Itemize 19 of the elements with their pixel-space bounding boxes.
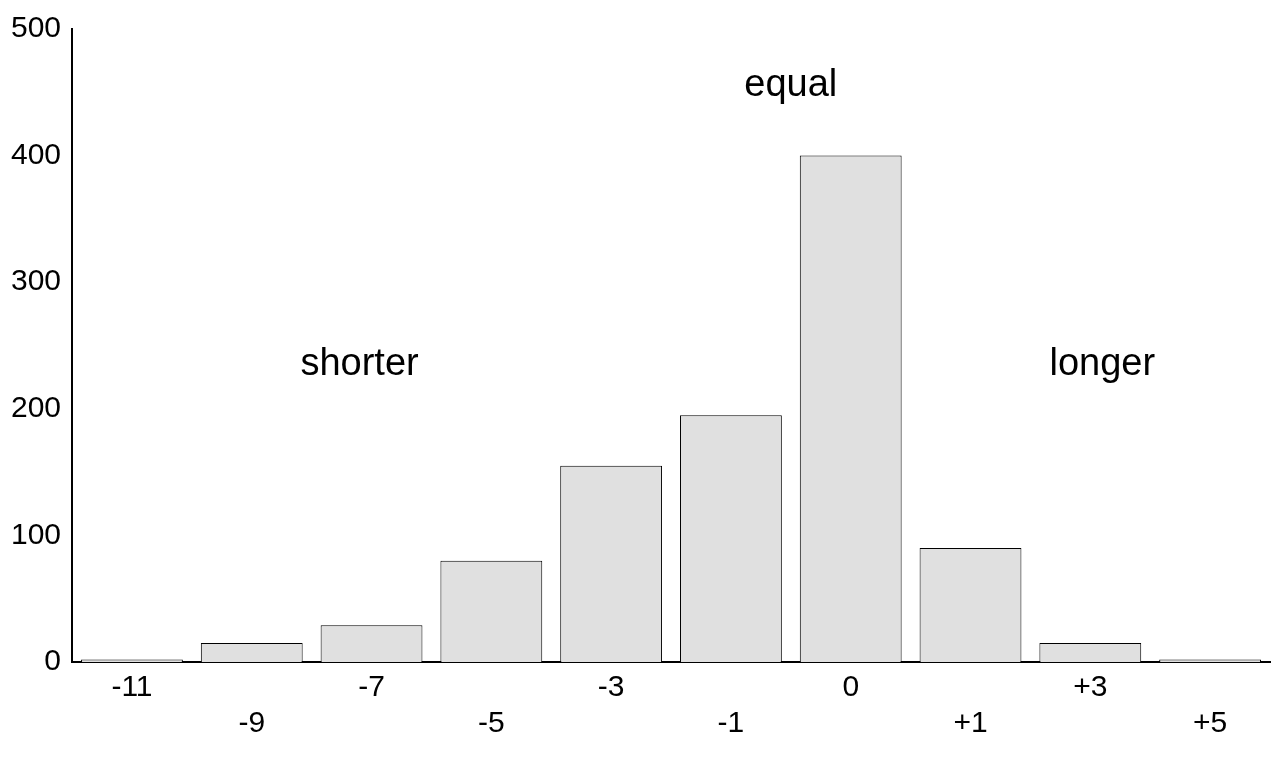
y-tick-label: 500 (10, 10, 62, 44)
x-tick-label: +5 (1192, 705, 1228, 739)
y-tick-label: 100 (10, 516, 62, 550)
y-tick-label: 400 (10, 136, 62, 170)
y-tick-label: 300 (10, 263, 62, 297)
x-tick-label: -9 (238, 705, 266, 739)
annotation: equal (744, 62, 838, 105)
x-tick-label: -7 (358, 669, 385, 703)
x-tick-label: -3 (597, 669, 625, 703)
x-tick-label: 0 (842, 669, 860, 703)
x-tick-label: +1 (953, 705, 988, 739)
x-tick-label: +3 (1073, 669, 1108, 703)
x-tick-label: -5 (477, 705, 505, 739)
y-tick-label: 200 (10, 390, 62, 424)
annotation: shorter (300, 340, 420, 383)
x-tick-label: -1 (717, 705, 745, 739)
y-tick-label: 0 (44, 643, 62, 677)
annotation: longer (1049, 340, 1156, 383)
x-tick-label: -11 (111, 669, 153, 703)
